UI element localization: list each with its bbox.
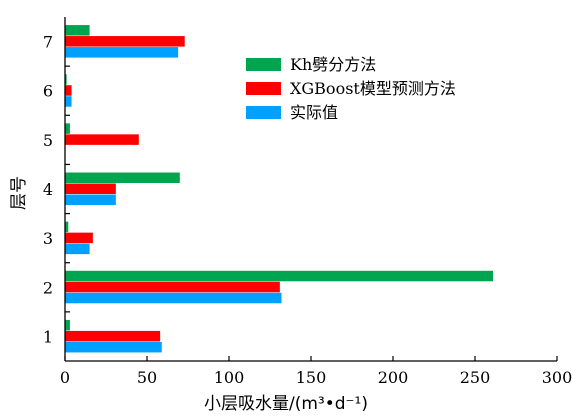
- legend-swatch-series1: [246, 58, 281, 71]
- legend-swatch-series2: [246, 82, 281, 95]
- y-tick-label: 2: [43, 278, 53, 297]
- bar-layer7-series3: [65, 47, 179, 58]
- bar-layer6-series1: [65, 74, 67, 85]
- legend-swatch-series3: [246, 106, 281, 119]
- legend-label-series1: Kh劈分方法: [290, 55, 376, 74]
- x-tick-label: 200: [378, 368, 409, 387]
- x-tick-label: 300: [542, 368, 573, 387]
- legend-label-series3: 实际值: [290, 103, 338, 122]
- x-tick-label: 0: [60, 368, 70, 387]
- y-tick-label: 4: [43, 180, 53, 199]
- bar-layer7-series2: [65, 36, 185, 47]
- x-axis-title: 小层吸水量/(m³•d⁻¹): [204, 394, 368, 414]
- bar-layer3-series1: [65, 221, 69, 233]
- x-tick-label: 50: [137, 368, 157, 387]
- y-axis-title: 层号: [9, 176, 29, 210]
- x-tick-label: 150: [296, 368, 327, 387]
- bar-layer3-series3: [65, 243, 90, 255]
- bar-layer6-series2: [65, 85, 72, 96]
- bar-layer1-series3: [65, 341, 162, 353]
- x-tick-label: 100: [214, 368, 245, 387]
- bar-layer5-series2: [65, 134, 139, 145]
- y-tick-label: 1: [43, 327, 53, 346]
- x-tick-label: 250: [460, 368, 491, 387]
- y-tick-label: 7: [43, 33, 53, 52]
- bar-layer4-series1: [65, 172, 180, 183]
- bar-layer5-series1: [65, 123, 70, 134]
- y-tick-label: 5: [43, 131, 53, 150]
- bar-layer1-series1: [65, 319, 70, 331]
- y-axis-ticks: 1 2 3 4 5 6 7: [43, 33, 70, 346]
- bar-layer1-series2: [65, 330, 161, 342]
- y-tick-label: 6: [43, 82, 53, 101]
- bar-layer6-series3: [65, 96, 72, 107]
- bar-layer7-series1: [65, 25, 90, 36]
- bar-layer3-series2: [65, 232, 93, 244]
- bar-layer2-series3: [65, 292, 282, 304]
- x-axis-ticks: 0 50 100 150 200 250 300: [60, 356, 572, 387]
- bars-layer: [65, 25, 494, 353]
- bar-layer2-series2: [65, 281, 280, 293]
- bar-layer4-series3: [65, 194, 116, 205]
- bar-layer2-series1: [65, 270, 494, 282]
- bar-layer4-series2: [65, 183, 116, 194]
- y-tick-label: 3: [43, 229, 53, 248]
- legend-label-series2: XGBoost模型预测方法: [290, 79, 456, 98]
